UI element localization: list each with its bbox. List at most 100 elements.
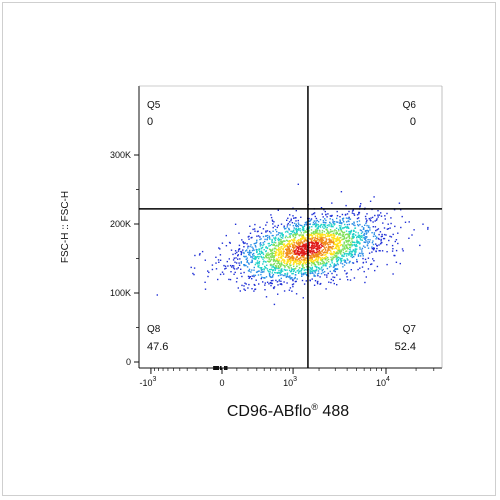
event-dot: [392, 273, 394, 275]
event-dot: [398, 202, 401, 204]
event-dot: [268, 256, 270, 258]
event-dot: [334, 270, 336, 273]
event-dot: [330, 253, 332, 255]
event-dot: [260, 273, 262, 276]
event-dot: [370, 220, 372, 222]
event-dot: [306, 228, 308, 230]
event-dot: [312, 256, 314, 258]
event-dot: [326, 251, 328, 253]
event-dot: [278, 259, 280, 261]
event-dot: [363, 270, 365, 273]
event-dot: [294, 274, 297, 276]
event-dot: [260, 244, 262, 246]
event-dot: [233, 268, 236, 270]
event-dot: [338, 248, 340, 250]
event-dot: [298, 264, 300, 266]
event-dot: [247, 245, 249, 247]
event-dot: [335, 240, 337, 243]
event-dot: [236, 251, 238, 254]
event-dot: [329, 241, 331, 243]
event-dot: [333, 223, 336, 225]
event-dot: [351, 262, 354, 264]
event-dot: [251, 246, 253, 248]
event-dot: [376, 247, 378, 250]
event-dot: [302, 259, 304, 262]
event-dot: [311, 253, 313, 255]
event-dot: [339, 244, 342, 247]
event-dot: [311, 268, 314, 270]
event-dot: [346, 253, 348, 255]
event-dot: [335, 246, 337, 248]
event-dot: [355, 245, 357, 247]
event-dot: [298, 246, 300, 249]
event-dot: [303, 261, 306, 263]
event-dot: [280, 223, 283, 225]
event-dot: [312, 236, 314, 239]
event-dot: [336, 217, 338, 220]
event-dot: [292, 215, 294, 217]
event-dot: [319, 219, 322, 221]
event-dot: [321, 254, 323, 256]
event-dot: [253, 274, 255, 276]
event-dot: [309, 259, 311, 262]
event-dot: [392, 248, 394, 250]
event-dot: [246, 261, 248, 263]
event-dot: [386, 228, 389, 230]
event-dot: [335, 233, 337, 235]
event-dot: [270, 268, 272, 271]
event-dot: [306, 254, 308, 256]
event-dot: [280, 252, 282, 254]
event-dot: [376, 229, 378, 231]
event-dot: [324, 257, 326, 260]
event-dot: [348, 239, 351, 242]
event-dot: [278, 247, 280, 250]
event-dot: [337, 253, 339, 255]
event-dot: [401, 248, 404, 250]
event-dot: [314, 215, 316, 218]
event-dot: [371, 232, 373, 234]
event-dot: [343, 259, 345, 261]
event-dot: [339, 241, 341, 243]
event-dot: [262, 228, 265, 230]
event-dot: [274, 247, 277, 249]
event-dot: [311, 246, 313, 248]
event-dot: [317, 253, 319, 255]
event-dot: [361, 239, 363, 241]
event-dot: [280, 257, 283, 259]
event-dot: [372, 243, 375, 246]
event-dot: [319, 236, 321, 238]
event-dot: [343, 247, 346, 249]
y-tick-label: 100K: [110, 288, 131, 298]
event-dot: [322, 221, 325, 224]
event-dot: [309, 234, 311, 236]
event-dot: [291, 222, 294, 224]
event-dot: [282, 237, 284, 239]
event-dot: [259, 253, 261, 256]
event-dot: [295, 217, 297, 219]
event-dot: [365, 261, 367, 263]
event-dot: [267, 260, 269, 262]
event-dot: [204, 259, 206, 261]
event-dot: [371, 246, 373, 248]
event-dot: [331, 253, 333, 255]
event-dot: [322, 249, 325, 251]
event-dot: [329, 240, 331, 242]
event-dot: [287, 240, 290, 243]
event-dot: [292, 270, 295, 273]
event-dot: [298, 245, 301, 247]
event-dot: [234, 223, 237, 225]
event-dot: [258, 256, 260, 258]
event-dot: [326, 224, 328, 227]
event-dot: [314, 238, 316, 241]
event-dot: [283, 259, 285, 261]
event-dot: [318, 241, 320, 243]
event-dot: [256, 241, 258, 243]
event-dot: [225, 234, 227, 237]
event-dot: [365, 276, 367, 278]
event-dot: [316, 260, 318, 262]
event-dot: [316, 227, 318, 229]
event-dot: [330, 215, 332, 217]
event-dot: [282, 235, 284, 237]
event-dot: [300, 232, 302, 234]
event-dot: [259, 251, 261, 253]
